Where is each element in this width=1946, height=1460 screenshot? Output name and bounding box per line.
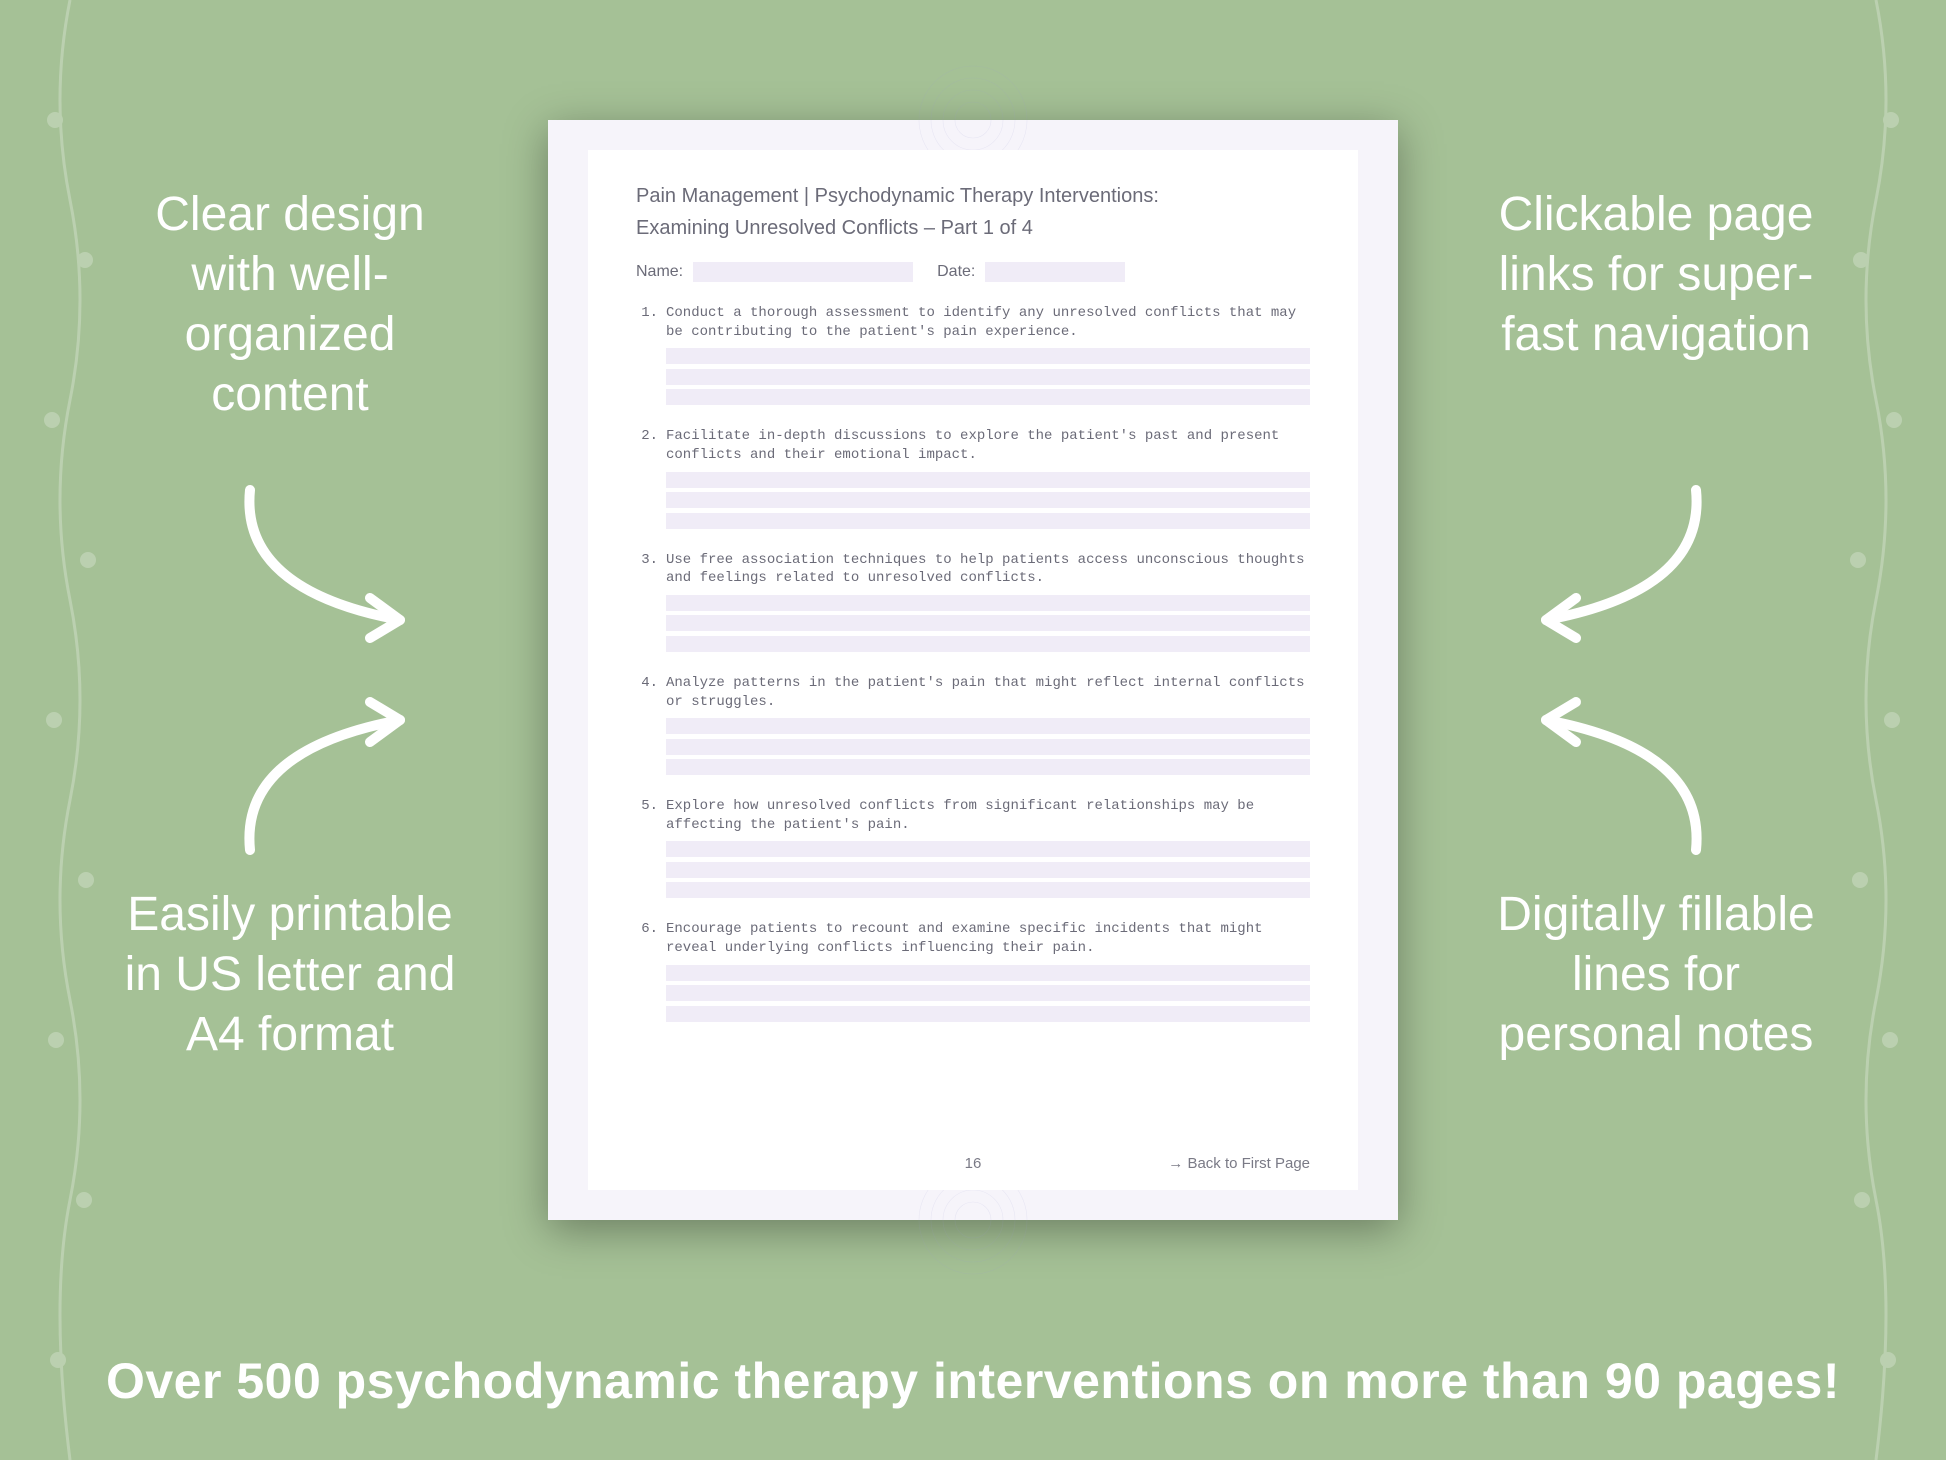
items-list: 1. Conduct a thorough assessment to iden…	[636, 304, 1310, 1026]
list-item: 2. Facilitate in-depth discussions to ex…	[636, 427, 1310, 532]
item-number: 2.	[636, 427, 658, 465]
date-label: Date:	[937, 263, 975, 281]
fill-line[interactable]	[666, 472, 1310, 488]
document-title: Pain Management | Psychodynamic Therapy …	[636, 180, 1310, 244]
vine-decoration-left	[10, 0, 130, 1460]
item-text: Explore how unresolved conflicts from si…	[666, 797, 1310, 835]
document-title-line2: Examining Unresolved Conflicts – Part 1 …	[636, 212, 1310, 244]
fill-lines	[666, 348, 1310, 410]
bottom-banner: Over 500 psychodynamic therapy intervent…	[0, 1352, 1946, 1410]
item-text: Analyze patterns in the patient's pain t…	[666, 674, 1310, 712]
arrow-top-right-icon	[1466, 470, 1726, 650]
fill-line[interactable]	[666, 718, 1310, 734]
item-number: 3.	[636, 551, 658, 589]
fill-line[interactable]	[666, 636, 1310, 652]
fill-line[interactable]	[666, 389, 1310, 405]
fill-lines	[666, 841, 1310, 903]
document-title-line1: Pain Management | Psychodynamic Therapy …	[636, 180, 1310, 212]
item-text: Conduct a thorough assessment to identif…	[666, 304, 1310, 342]
callout-bottom-right: Digitally fillable lines for personal no…	[1486, 885, 1826, 1065]
item-number: 5.	[636, 797, 658, 835]
fill-line[interactable]	[666, 492, 1310, 508]
fill-lines	[666, 718, 1310, 780]
item-number: 4.	[636, 674, 658, 712]
fill-line[interactable]	[666, 841, 1310, 857]
list-item: 3. Use free association techniques to he…	[636, 551, 1310, 656]
fill-line[interactable]	[666, 862, 1310, 878]
fill-line[interactable]	[666, 882, 1310, 898]
callout-top-left: Clear design with well-organized content	[120, 185, 460, 425]
arrow-bottom-left-icon	[220, 690, 480, 870]
arrow-bottom-right-icon	[1466, 690, 1726, 870]
list-item: 6. Encourage patients to recount and exa…	[636, 920, 1310, 1025]
item-text: Facilitate in-depth discussions to explo…	[666, 427, 1310, 465]
list-item: 1. Conduct a thorough assessment to iden…	[636, 304, 1310, 409]
fill-line[interactable]	[666, 739, 1310, 755]
arrow-top-left-icon	[220, 470, 480, 650]
item-text: Encourage patients to recount and examin…	[666, 920, 1310, 958]
fill-line[interactable]	[666, 595, 1310, 611]
name-field: Name:	[636, 262, 913, 282]
fill-line[interactable]	[666, 1006, 1310, 1022]
callout-bottom-left: Easily printable in US letter and A4 for…	[120, 885, 460, 1065]
name-input[interactable]	[693, 262, 913, 282]
fill-line[interactable]	[666, 985, 1310, 1001]
name-label: Name:	[636, 263, 683, 281]
item-number: 1.	[636, 304, 658, 342]
fill-lines	[666, 471, 1310, 533]
meta-row: Name: Date:	[636, 262, 1310, 282]
fill-line[interactable]	[666, 348, 1310, 364]
date-field: Date:	[937, 262, 1125, 282]
fill-line[interactable]	[666, 965, 1310, 981]
fill-line[interactable]	[666, 369, 1310, 385]
list-item: 4. Analyze patterns in the patient's pai…	[636, 674, 1310, 779]
fill-lines	[666, 964, 1310, 1026]
list-item: 5. Explore how unresolved conflicts from…	[636, 797, 1310, 902]
callout-top-right: Clickable page links for super-fast navi…	[1486, 185, 1826, 365]
vine-decoration-right	[1816, 0, 1936, 1460]
fill-line[interactable]	[666, 513, 1310, 529]
item-text: Use free association techniques to help …	[666, 551, 1310, 589]
document-page: Pain Management | Psychodynamic Therapy …	[548, 120, 1398, 1220]
back-to-first-page-link[interactable]: → Back to First Page	[1168, 1155, 1310, 1172]
fill-line[interactable]	[666, 615, 1310, 631]
fill-lines	[666, 594, 1310, 656]
page-footer: 16 → Back to First Page	[636, 1155, 1310, 1172]
date-input[interactable]	[985, 262, 1125, 282]
fill-line[interactable]	[666, 759, 1310, 775]
page-inner: Pain Management | Psychodynamic Therapy …	[588, 150, 1358, 1190]
item-number: 6.	[636, 920, 658, 958]
